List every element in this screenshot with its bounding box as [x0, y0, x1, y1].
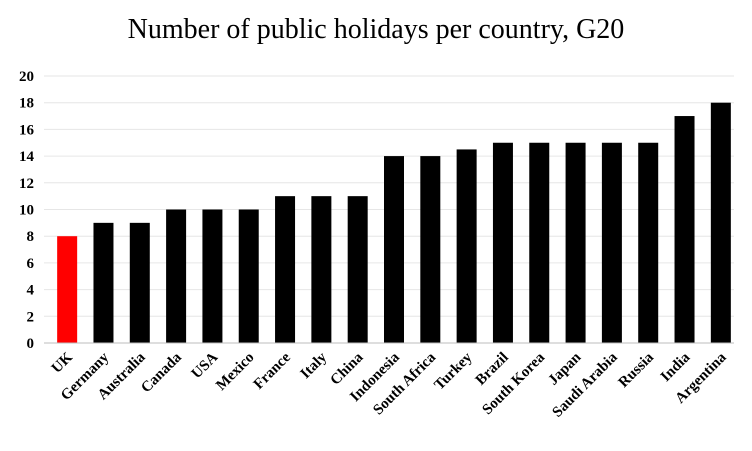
- y-tick-label: 14: [19, 149, 35, 165]
- bar-france: [275, 196, 296, 343]
- bar-russia: [638, 142, 659, 343]
- y-tick-label: 8: [27, 229, 35, 245]
- y-tick-label: 0: [27, 336, 35, 352]
- bar-uk: [57, 236, 78, 343]
- x-tick-label: Canada: [138, 349, 185, 396]
- bar-india: [674, 116, 695, 343]
- bar-mexico: [238, 209, 259, 343]
- bar-usa: [202, 209, 223, 343]
- bar-china: [347, 196, 368, 343]
- y-axis: 0 2 4 6 8 10 12 14 16 18 20: [19, 69, 35, 352]
- bar-south-korea: [529, 142, 550, 343]
- y-tick-label: 4: [27, 283, 35, 299]
- bar-germany: [93, 222, 114, 343]
- x-tick-label: Russia: [616, 349, 658, 391]
- bar-japan: [565, 142, 586, 343]
- bar-saudi-arabia: [601, 142, 622, 343]
- x-tick-label: Italy: [298, 349, 331, 382]
- x-tick-label: UK: [49, 349, 76, 376]
- x-tick-label: Turkey: [432, 349, 476, 393]
- bar-turkey: [456, 149, 477, 343]
- x-tick-label: USA: [189, 349, 222, 382]
- chart-title: Number of public holidays per country, G…: [127, 14, 625, 45]
- bar-brazil: [492, 142, 513, 343]
- bar-canada: [166, 209, 187, 343]
- bars: [57, 102, 731, 343]
- y-tick-label: 12: [19, 176, 34, 192]
- bar-argentina: [710, 102, 731, 343]
- bar-south-africa: [420, 156, 441, 343]
- y-tick-label: 6: [27, 256, 35, 272]
- x-tick-label: Mexico: [213, 350, 257, 394]
- y-tick-label: 16: [19, 122, 35, 138]
- y-tick-label: 2: [27, 309, 35, 325]
- y-tick-label: 18: [19, 96, 34, 112]
- bar-italy: [311, 196, 332, 343]
- x-tick-label: France: [251, 349, 294, 392]
- y-tick-label: 20: [19, 69, 34, 85]
- y-tick-label: 10: [19, 203, 34, 219]
- bar-australia: [129, 222, 150, 343]
- bar-indonesia: [384, 156, 404, 343]
